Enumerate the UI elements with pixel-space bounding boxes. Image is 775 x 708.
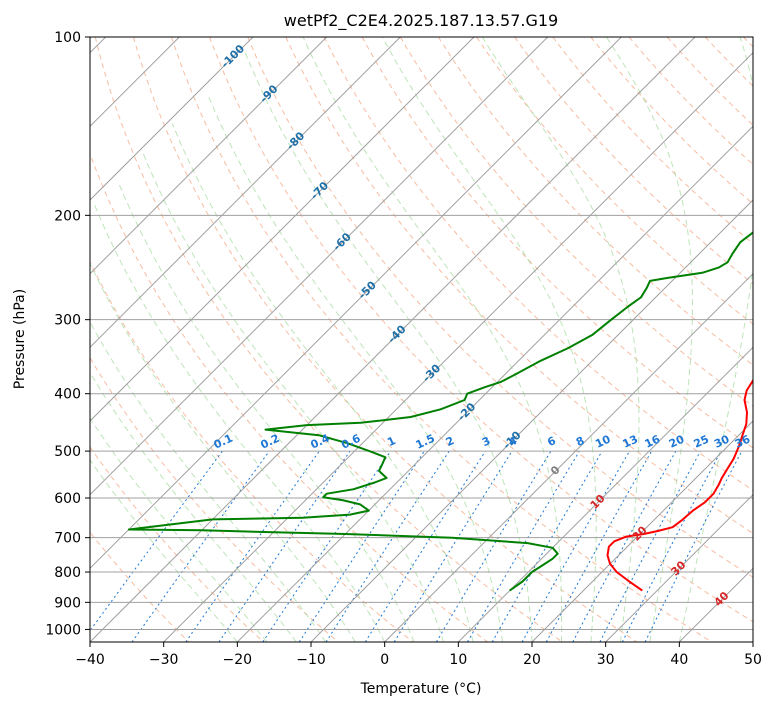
y-tick-label: 1000 [45, 622, 81, 638]
mixing-ratio-line [185, 450, 320, 642]
dry-adiabat [132, 37, 638, 642]
mixing-ratio-line [644, 450, 743, 642]
isotherm-line [90, 37, 549, 496]
isotherm-line [90, 37, 696, 642]
isotherm-line [90, 37, 328, 275]
mixing-ratio-line [298, 450, 425, 642]
moist-adiabat [481, 37, 640, 642]
dry-adiabat [514, 37, 753, 285]
temperature-profile-line [606, 378, 753, 592]
x-tick-label: 0 [380, 652, 389, 668]
mixing-ratio-line [621, 450, 722, 642]
dry-adiabat [171, 37, 712, 642]
moist-adiabat [171, 123, 474, 642]
dewpoint-profile-line [127, 231, 753, 592]
mixing-ratio-line [90, 450, 223, 632]
moist-adiabat [90, 371, 297, 642]
mixing-ratio-line [393, 450, 513, 642]
dry-adiabat [590, 37, 753, 205]
dry-adiabat [90, 531, 190, 642]
isotherm-line [457, 346, 753, 642]
dry-adiabat [209, 37, 753, 623]
x-tick-label: −20 [223, 652, 253, 668]
dry-adiabat [361, 37, 753, 449]
moist-adiabat [90, 459, 238, 642]
x-axis: −40 −30 −20 −10 0 10 20 30 40 50 [75, 642, 762, 668]
dry-adiabat [476, 37, 753, 325]
mixing-ratio-line [491, 450, 603, 642]
y-tick-label: 500 [54, 444, 81, 460]
x-tick-label: 20 [523, 652, 541, 668]
y-tick-label: 200 [54, 208, 81, 224]
x-tick-label: −10 [296, 652, 326, 668]
y-tick-label: 600 [54, 491, 81, 507]
x-axis-label: Temperature (°C) [360, 681, 482, 697]
isotherm-line [90, 37, 401, 349]
isotherm-line [90, 37, 254, 201]
mixing-ratio-line [325, 450, 450, 642]
isotherm-line [384, 272, 753, 642]
y-tick-label: 900 [54, 595, 81, 611]
isotherm-line [163, 51, 753, 642]
dry-adiabat [437, 37, 753, 366]
moist-adiabat [243, 49, 533, 642]
x-tick-label: −30 [149, 652, 179, 668]
x-tick-label: 10 [449, 652, 467, 668]
mixing-ratio-label: 20 [667, 432, 687, 450]
mixing-ratio-line [572, 450, 677, 642]
moist-adiabat [606, 37, 693, 642]
moist-adiabat [207, 94, 503, 642]
isotherm-line [90, 37, 475, 422]
x-tick-label: −40 [75, 652, 105, 668]
moist-adiabat [90, 262, 356, 642]
x-tick-label: 40 [670, 652, 688, 668]
y-tick-label: 400 [54, 387, 81, 403]
mixing-ratio-line [599, 450, 701, 642]
x-tick-label: 30 [597, 652, 615, 668]
moist-adiabat [678, 37, 753, 642]
y-tick-label: 300 [54, 313, 81, 329]
dry-adiabat [247, 37, 753, 578]
dry-adiabat [323, 37, 753, 492]
isotherm-line [310, 199, 753, 642]
dry-adiabat [90, 260, 414, 642]
moist-adiabat [381, 37, 597, 642]
moist-adiabat [302, 37, 563, 642]
isotherm-line [90, 37, 622, 570]
isotherm-line [531, 420, 753, 642]
mixing-ratio-line [364, 450, 486, 642]
isotherm-line [605, 493, 753, 642]
x-tick-label: 50 [744, 652, 762, 668]
dry-adiabat [628, 37, 753, 166]
mixing-ratio-label: 25 [692, 433, 711, 451]
moist-adiabat [90, 417, 268, 642]
dry-adiabat [90, 446, 264, 642]
chart-title: wetPf2_C2E4.2025.187.13.57.G19 [284, 11, 558, 31]
plot-frame [89, 36, 754, 643]
mixing-ratio-line [545, 450, 653, 642]
y-axis: 100 200 300 400 500 600 700 800 900 1000 [45, 30, 90, 638]
y-tick-label: 800 [54, 565, 81, 581]
moist-adiabat [92, 201, 386, 642]
isotherm-line [236, 125, 753, 642]
moist-adiabat [117, 180, 415, 642]
mixing-ratio-label: 16 [643, 432, 663, 450]
y-axis-label: Pressure (hPa) [12, 289, 28, 389]
mixing-ratio-label: 13 [621, 433, 640, 451]
y-tick-label: 100 [54, 30, 81, 46]
mixing-ratio-line [521, 450, 630, 642]
moist-adiabat [90, 321, 327, 642]
mixing-ratio-line [435, 450, 552, 642]
mixing-ratio-label: 30 [712, 432, 732, 450]
mixing-ratio-label: 10 [593, 432, 613, 450]
y-tick-label: 700 [54, 531, 81, 547]
mixing-ratio-line [467, 450, 580, 642]
background-lines [90, 37, 753, 642]
dry-adiabat [399, 37, 753, 407]
mixing-ratio-label: 36 [733, 432, 753, 450]
series-layer [127, 231, 753, 592]
